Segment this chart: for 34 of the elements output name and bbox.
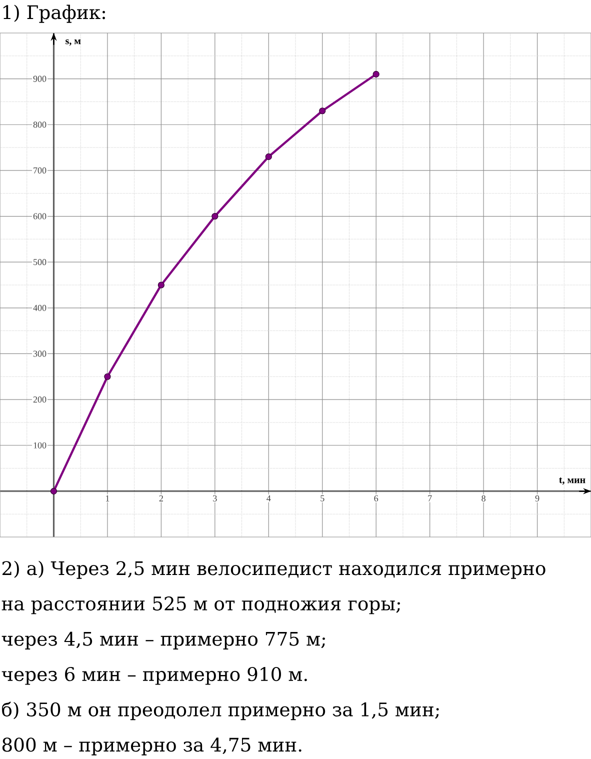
text: на расстоянии 525 м от подножия горы; <box>2 596 400 614</box>
x-tick-label: 6 <box>374 495 378 502</box>
point <box>319 108 326 114</box>
y-tick-label: 300 <box>33 350 46 357</box>
y-tick-label: 900 <box>33 76 46 82</box>
point <box>265 153 272 160</box>
x-tick-label: 9 <box>535 495 540 502</box>
x-tick-label: 4 <box>266 495 271 502</box>
point <box>372 70 380 78</box>
y-tick-label: 500 <box>34 259 46 266</box>
point <box>158 282 164 288</box>
y-tick-label: 100 <box>34 442 46 448</box>
y-tick-label: 400 <box>33 304 46 311</box>
y-tick-label: 800 <box>33 122 46 128</box>
y-tick-label: 200 <box>33 396 46 403</box>
y-tick-label: 600 <box>33 213 46 220</box>
x-tick-label: 8 <box>482 495 486 502</box>
text: 2) а) Через 2,5 мин велосипедист находился примерно <box>2 560 546 579</box>
y-tick-label: 700 <box>34 167 46 174</box>
text: б) 350 м он преодолел примерно за 1,5 мин; <box>2 702 439 720</box>
x-tick-label: 1 <box>106 495 110 502</box>
text: 800 м – примерно за 4,75 мин. <box>2 738 302 756</box>
y-axis-title: s, м <box>66 39 81 46</box>
text: через 6 мин – примерно 910 м. <box>2 667 307 685</box>
point <box>50 488 58 494</box>
x-tick-label: 2 <box>159 495 163 502</box>
x-tick-label: 7 <box>428 495 432 502</box>
chart-title: 1) График: <box>3 4 105 23</box>
text: через 4,5 мин – примерно 775 м; <box>2 632 325 650</box>
point <box>104 373 111 380</box>
x-tick-label: 5 <box>320 495 324 502</box>
point <box>212 212 218 220</box>
x-axis-title: t, мин <box>559 477 586 485</box>
x-tick-label: 3 <box>213 495 217 502</box>
